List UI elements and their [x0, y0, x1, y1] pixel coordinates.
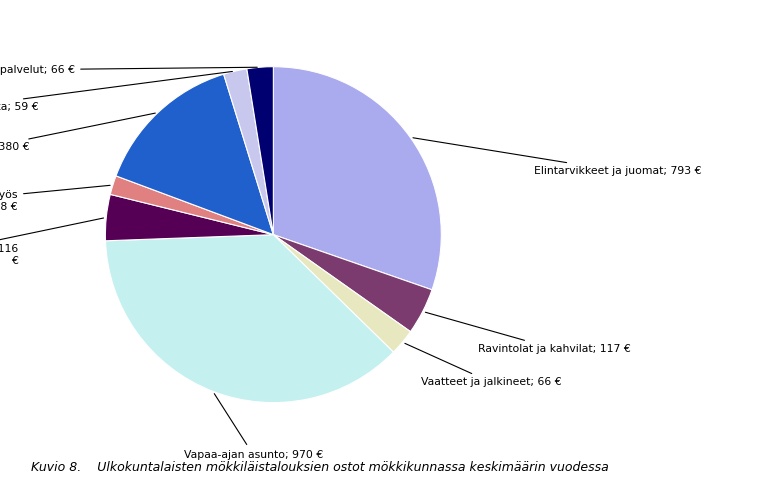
Wedge shape	[273, 67, 441, 290]
Wedge shape	[105, 194, 273, 241]
Wedge shape	[273, 235, 410, 352]
Wedge shape	[110, 176, 273, 235]
Text: Kotitalouskalusto ja palvelut; 116
€: Kotitalouskalusto ja palvelut; 116 €	[0, 218, 103, 266]
Text: Elintarvikkeet ja juomat; 793 €: Elintarvikkeet ja juomat; 793 €	[413, 138, 701, 176]
Text: Vapaa-ajan asunto; 970 €: Vapaa-ajan asunto; 970 €	[183, 394, 323, 459]
Text: Ravintolat ja kahvilat; 117 €: Ravintolat ja kahvilat; 117 €	[425, 312, 631, 354]
Text: Yksityiset terv.palv., myös
lääkkeet; 48 €: Yksityiset terv.palv., myös lääkkeet; 48…	[0, 185, 110, 212]
Wedge shape	[223, 69, 273, 235]
Wedge shape	[247, 67, 273, 235]
Wedge shape	[116, 74, 273, 235]
Text: Kulttuuri ja vapaa-aika; 59 €: Kulttuuri ja vapaa-aika; 59 €	[0, 72, 233, 112]
Wedge shape	[105, 235, 393, 403]
Text: Kuvio 8.    Ulkokuntalaisten mökkiläistalouksien ostot mökkikunnassa keskimäärin: Kuvio 8. Ulkokuntalaisten mökkiläistalou…	[31, 461, 608, 474]
Text: Liikenne; 380 €: Liikenne; 380 €	[0, 113, 156, 152]
Text: Muut tavarat ja palvelut; 66 €: Muut tavarat ja palvelut; 66 €	[0, 65, 257, 75]
Wedge shape	[273, 235, 432, 331]
Text: Vaatteet ja jalkineet; 66 €: Vaatteet ja jalkineet; 66 €	[405, 343, 562, 387]
